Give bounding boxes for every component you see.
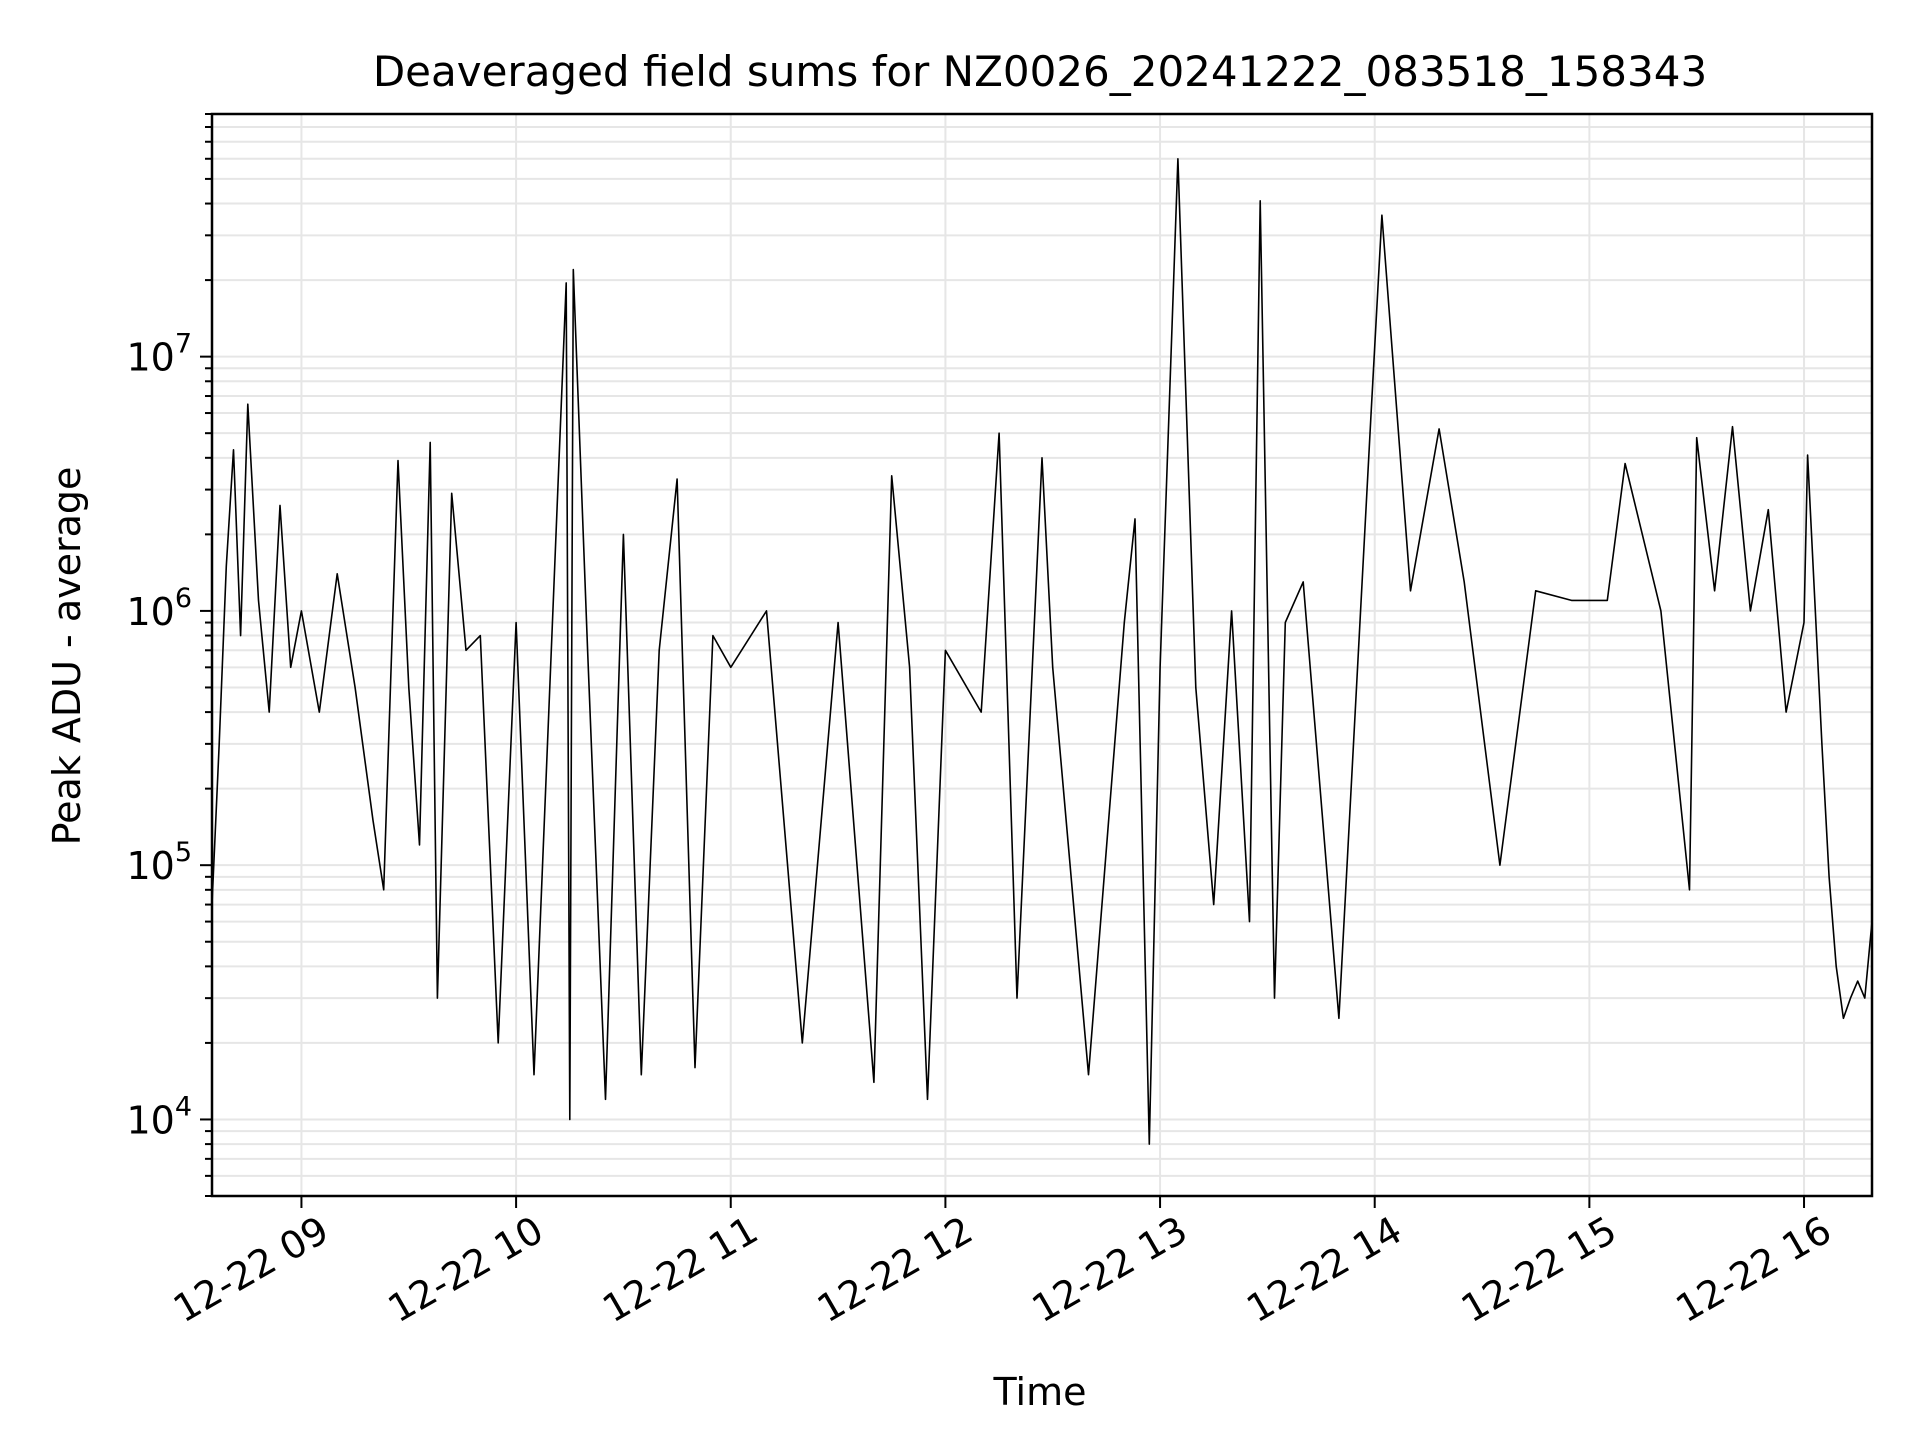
chart-title: Deaveraged field sums for NZ0026_2024122…	[373, 47, 1707, 96]
y-tick-label-base: 10	[126, 590, 174, 634]
grid-layer	[212, 113, 1872, 1197]
y-tick-label-base: 10	[126, 1098, 174, 1142]
plot-area-frame	[210, 112, 1874, 1198]
y-tick-label-base: 10	[126, 844, 174, 888]
x-axis-label: Time	[993, 1370, 1087, 1414]
y-tick-label-base: 10	[126, 336, 174, 380]
y-tick-label: 106	[126, 583, 192, 634]
y-axis-label: Peak ADU - average	[45, 467, 89, 846]
y-tick-label-exponent: 4	[175, 1091, 192, 1122]
y-tick-label: 104	[126, 1091, 192, 1142]
y-tick-label: 105	[126, 837, 192, 888]
y-tick-label-exponent: 5	[175, 837, 192, 868]
data-layer	[211, 158, 1873, 1145]
y-tick-label: 107	[126, 329, 192, 380]
y-tick-label-exponent: 7	[175, 329, 192, 360]
series-line	[211, 158, 1873, 1145]
y-tick-label-exponent: 6	[175, 583, 192, 614]
